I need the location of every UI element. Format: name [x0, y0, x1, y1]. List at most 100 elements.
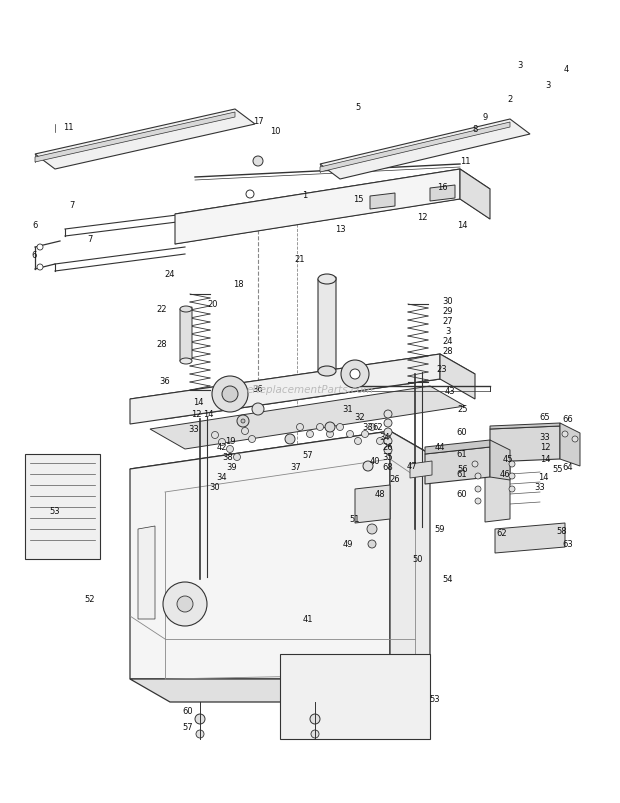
Text: 63: 63: [562, 540, 574, 548]
Text: 42: 42: [217, 443, 228, 452]
Polygon shape: [410, 462, 432, 479]
Circle shape: [572, 437, 578, 442]
Circle shape: [562, 431, 568, 438]
Circle shape: [311, 730, 319, 738]
Text: 21: 21: [294, 255, 305, 264]
Polygon shape: [355, 485, 390, 524]
Text: 41: 41: [303, 615, 313, 624]
Circle shape: [306, 431, 314, 438]
Circle shape: [341, 361, 369, 389]
Circle shape: [218, 439, 226, 446]
Text: 66: 66: [562, 415, 574, 424]
Text: 29: 29: [443, 307, 453, 316]
Circle shape: [384, 438, 392, 446]
Polygon shape: [150, 386, 465, 450]
Polygon shape: [130, 355, 440, 425]
Text: 24: 24: [165, 270, 175, 279]
Circle shape: [37, 245, 43, 251]
Circle shape: [296, 424, 304, 431]
Text: 60: 60: [457, 490, 467, 499]
Text: 60: 60: [457, 428, 467, 437]
Polygon shape: [25, 454, 100, 560]
Polygon shape: [490, 441, 510, 480]
Text: 62: 62: [497, 529, 507, 538]
Circle shape: [241, 419, 245, 423]
Polygon shape: [180, 308, 192, 361]
Polygon shape: [130, 431, 390, 679]
Text: 7: 7: [69, 200, 74, 210]
Text: 26: 26: [390, 475, 401, 484]
Text: 65: 65: [539, 413, 551, 422]
Circle shape: [239, 210, 247, 218]
Circle shape: [475, 487, 481, 492]
Text: 3: 3: [517, 60, 523, 69]
Circle shape: [212, 377, 248, 413]
Text: 5: 5: [355, 104, 361, 112]
Polygon shape: [320, 120, 530, 180]
Text: 37: 37: [291, 463, 301, 472]
Polygon shape: [390, 431, 430, 702]
Text: 33: 33: [539, 433, 551, 442]
Polygon shape: [495, 524, 565, 553]
Text: 18: 18: [232, 280, 243, 289]
Text: 11: 11: [460, 157, 470, 166]
Circle shape: [249, 436, 255, 443]
Polygon shape: [138, 526, 155, 619]
Polygon shape: [425, 441, 490, 454]
Circle shape: [196, 730, 204, 738]
Circle shape: [163, 582, 207, 626]
Text: 57: 57: [303, 451, 313, 460]
Text: 38: 38: [223, 453, 233, 462]
Circle shape: [384, 429, 392, 437]
Polygon shape: [175, 169, 460, 245]
Polygon shape: [440, 355, 475, 400]
Text: 28: 28: [157, 340, 167, 349]
Text: 12: 12: [540, 443, 550, 452]
Text: 36: 36: [159, 377, 170, 386]
Text: 14: 14: [538, 473, 548, 482]
Polygon shape: [35, 113, 235, 163]
Circle shape: [337, 424, 343, 431]
Text: 16: 16: [436, 183, 447, 192]
Text: 20: 20: [208, 300, 218, 309]
Ellipse shape: [180, 307, 192, 312]
Circle shape: [211, 432, 218, 439]
Text: 34: 34: [216, 473, 228, 482]
Text: 19: 19: [224, 437, 235, 446]
Text: 46: 46: [500, 470, 510, 479]
Circle shape: [361, 431, 368, 438]
Text: 14: 14: [540, 455, 550, 464]
Text: 13: 13: [335, 225, 345, 234]
Text: 10: 10: [270, 128, 280, 137]
Polygon shape: [318, 278, 336, 372]
Text: 55: 55: [553, 465, 563, 474]
Circle shape: [252, 403, 264, 415]
Text: 64: 64: [563, 463, 574, 472]
Text: 58: 58: [557, 527, 567, 536]
Circle shape: [367, 524, 377, 534]
Text: 3: 3: [445, 327, 451, 336]
Circle shape: [509, 487, 515, 492]
Text: 8: 8: [472, 125, 477, 134]
Circle shape: [384, 410, 392, 418]
Text: 33: 33: [534, 483, 546, 492]
Text: 47: 47: [407, 462, 417, 471]
Text: 51: 51: [350, 515, 360, 524]
Ellipse shape: [180, 359, 192, 365]
Circle shape: [384, 419, 392, 427]
Text: 15: 15: [353, 195, 363, 204]
Text: 49: 49: [343, 540, 353, 548]
Text: 53: 53: [50, 507, 60, 516]
Polygon shape: [460, 169, 490, 220]
Polygon shape: [485, 467, 510, 522]
Polygon shape: [35, 110, 255, 169]
Text: 52: 52: [85, 595, 95, 604]
Circle shape: [475, 474, 481, 479]
Text: 14: 14: [193, 398, 203, 407]
Text: 43: 43: [445, 387, 455, 396]
Text: 53: 53: [430, 695, 440, 703]
Text: 39: 39: [227, 463, 237, 472]
Text: 54: 54: [443, 575, 453, 584]
Circle shape: [195, 714, 205, 724]
Circle shape: [368, 424, 376, 431]
